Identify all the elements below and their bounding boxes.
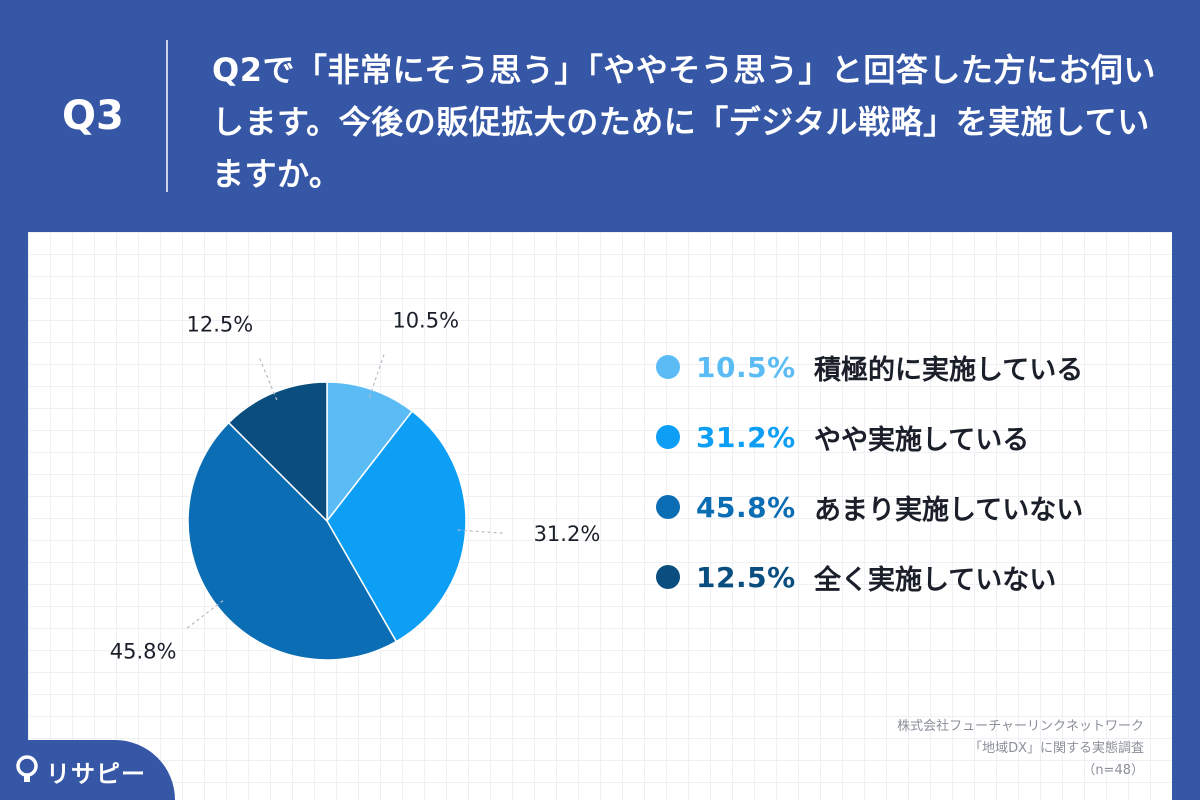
source-sample-size: （n=48） (1082, 763, 1144, 778)
leader-line (368, 353, 385, 398)
legend-percent: 10.5% (696, 350, 796, 384)
legend-percent: 45.8% (696, 490, 796, 524)
legend-label: あまり実施していない (814, 494, 1084, 526)
legend-swatch (656, 495, 680, 519)
legend-item: 31.2% やや実施している (656, 402, 1083, 472)
question-number: Q3 (62, 93, 124, 139)
legend-swatch (656, 425, 680, 449)
legend-percent: 31.2% (696, 420, 796, 454)
legend-percent: 12.5% (696, 560, 796, 594)
legend-swatch (656, 355, 680, 379)
source-note: 株式会社フューチャーリンクネットワーク 「地域DX」に関する実態調査 （n=48… (897, 716, 1144, 782)
pie-value-label: 31.2% (534, 522, 601, 546)
chart-panel: 10.5% 31.2% 45.8% 12.5% 10.5% 積極的に実施している 31.2… (28, 232, 1172, 800)
legend-item: 10.5% 積極的に実施している (656, 332, 1083, 402)
legend-label: 積極的に実施している (814, 354, 1084, 386)
leader-line (186, 600, 224, 630)
header: Q3 Q2で「非常にそう思う」「ややそう思う」と回答した方にお伺いします。今後の… (0, 0, 1200, 232)
pie-value-label: 12.5% (187, 312, 254, 336)
pie-value-label: 45.8% (110, 640, 177, 664)
leader-line (258, 357, 278, 401)
source-survey: 「地域DX」に関する実態調査 (969, 741, 1144, 756)
leader-line (457, 529, 504, 534)
legend-item: 45.8% あまり実施していない (656, 472, 1083, 542)
question-text: Q2で「非常にそう思う」「ややそう思う」と回答した方にお伺いします。今後の販促拡… (212, 51, 1156, 193)
legend-label: 全く実施していない (814, 564, 1057, 596)
lightbulb-icon (16, 755, 38, 782)
legend-swatch (656, 565, 680, 589)
pie-value-label: 10.5% (392, 309, 459, 333)
pie-chart: 10.5% 31.2% 45.8% 12.5% (110, 309, 601, 664)
legend: 10.5% 積極的に実施している 31.2% やや実施している 45.8% あまり実施して… (656, 332, 1083, 612)
source-company: 株式会社フューチャーリンクネットワーク (897, 719, 1144, 734)
legend-item: 12.5% 全く実施していない (656, 542, 1083, 612)
logo-text: リサピー (46, 760, 146, 788)
legend-label: やや実施している (814, 424, 1030, 456)
logo-badge: リサピー (0, 740, 175, 800)
header-divider (166, 40, 168, 192)
